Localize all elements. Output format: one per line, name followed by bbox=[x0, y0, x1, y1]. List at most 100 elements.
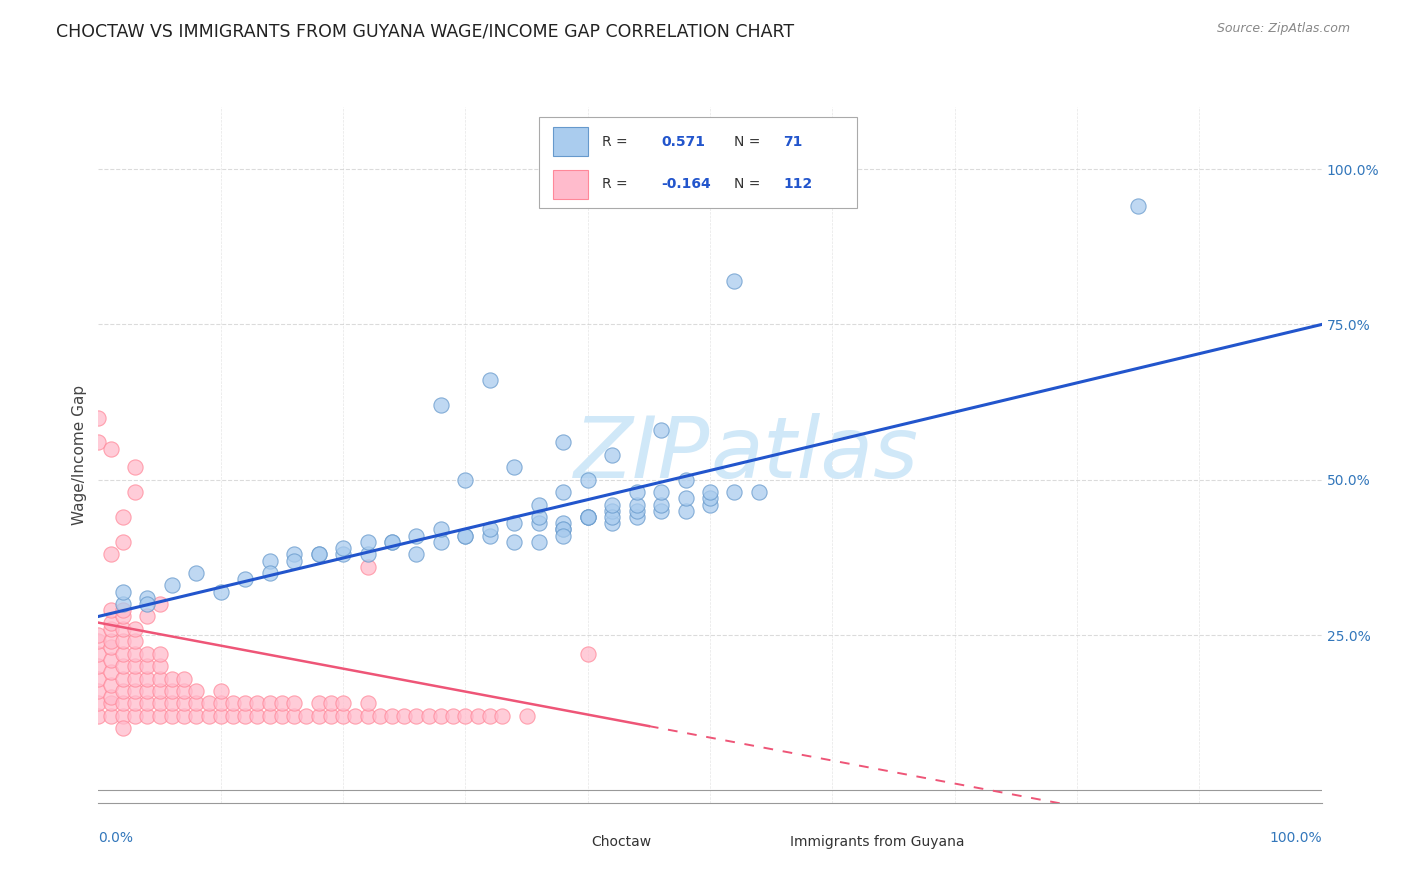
Point bbox=[356, 697, 378, 711]
Point bbox=[723, 485, 745, 500]
Point bbox=[308, 547, 330, 561]
Text: ZIP: ZIP bbox=[574, 413, 710, 497]
Point bbox=[503, 460, 526, 475]
FancyBboxPatch shape bbox=[755, 833, 782, 848]
FancyBboxPatch shape bbox=[557, 833, 583, 848]
Point bbox=[160, 672, 183, 686]
Point bbox=[675, 504, 697, 518]
Point bbox=[111, 609, 134, 624]
Point bbox=[100, 697, 122, 711]
Text: Immigrants from Guyana: Immigrants from Guyana bbox=[790, 835, 965, 849]
Point bbox=[332, 547, 354, 561]
Text: CHOCTAW VS IMMIGRANTS FROM GUYANA WAGE/INCOME GAP CORRELATION CHART: CHOCTAW VS IMMIGRANTS FROM GUYANA WAGE/I… bbox=[56, 22, 794, 40]
Point bbox=[233, 697, 256, 711]
Point bbox=[344, 708, 367, 723]
Point bbox=[553, 523, 575, 537]
Point bbox=[100, 690, 122, 705]
Text: 0.571: 0.571 bbox=[661, 135, 704, 149]
Point bbox=[100, 678, 122, 692]
Point bbox=[392, 708, 416, 723]
Point bbox=[111, 659, 134, 673]
Point bbox=[100, 603, 122, 617]
Point bbox=[283, 547, 305, 561]
Point bbox=[173, 672, 195, 686]
Point bbox=[356, 547, 378, 561]
Point bbox=[100, 547, 122, 561]
Point bbox=[527, 534, 550, 549]
Point bbox=[124, 708, 146, 723]
Point bbox=[626, 485, 648, 500]
Point bbox=[553, 435, 575, 450]
Point bbox=[454, 473, 477, 487]
Point bbox=[111, 603, 134, 617]
Point bbox=[259, 708, 281, 723]
Point bbox=[626, 498, 648, 512]
Point bbox=[270, 708, 294, 723]
Point bbox=[478, 708, 501, 723]
Point bbox=[209, 708, 232, 723]
Point bbox=[576, 473, 599, 487]
Point bbox=[515, 708, 537, 723]
Point bbox=[149, 647, 172, 661]
Point bbox=[600, 510, 623, 524]
Point bbox=[160, 697, 183, 711]
Point bbox=[160, 708, 183, 723]
Point bbox=[111, 721, 134, 735]
Point bbox=[600, 498, 623, 512]
Point bbox=[553, 523, 575, 537]
Point bbox=[124, 485, 146, 500]
Point bbox=[100, 615, 122, 630]
Point bbox=[405, 708, 427, 723]
Point bbox=[124, 672, 146, 686]
Point bbox=[283, 553, 305, 567]
Point bbox=[381, 708, 404, 723]
Point bbox=[87, 435, 110, 450]
Point bbox=[87, 647, 110, 661]
Point bbox=[503, 516, 526, 531]
FancyBboxPatch shape bbox=[554, 128, 588, 156]
Point bbox=[270, 697, 294, 711]
Point bbox=[136, 659, 159, 673]
Point bbox=[222, 697, 245, 711]
Point bbox=[527, 498, 550, 512]
Point bbox=[111, 534, 134, 549]
Y-axis label: Wage/Income Gap: Wage/Income Gap bbox=[72, 384, 87, 525]
Point bbox=[124, 622, 146, 636]
Point bbox=[111, 634, 134, 648]
Point bbox=[356, 534, 378, 549]
Point bbox=[197, 697, 219, 711]
Point bbox=[186, 697, 208, 711]
Text: atlas: atlas bbox=[710, 413, 918, 497]
Point bbox=[478, 529, 501, 543]
Point bbox=[626, 510, 648, 524]
Point bbox=[124, 647, 146, 661]
Point bbox=[259, 697, 281, 711]
Point bbox=[136, 684, 159, 698]
Point bbox=[111, 622, 134, 636]
Point bbox=[319, 697, 342, 711]
Point bbox=[381, 534, 404, 549]
Point bbox=[186, 566, 208, 580]
Point bbox=[136, 708, 159, 723]
Point bbox=[600, 448, 623, 462]
Point bbox=[124, 697, 146, 711]
Point bbox=[430, 534, 453, 549]
Point bbox=[111, 584, 134, 599]
Point bbox=[430, 708, 453, 723]
Point bbox=[283, 708, 305, 723]
Point bbox=[124, 460, 146, 475]
Point bbox=[100, 708, 122, 723]
Point bbox=[87, 684, 110, 698]
Text: Choctaw: Choctaw bbox=[592, 835, 651, 849]
Point bbox=[173, 708, 195, 723]
Point bbox=[553, 485, 575, 500]
Point bbox=[454, 529, 477, 543]
Point bbox=[576, 510, 599, 524]
Text: N =: N = bbox=[734, 178, 765, 191]
Point bbox=[87, 634, 110, 648]
Point bbox=[699, 491, 721, 506]
Point bbox=[111, 597, 134, 611]
Point bbox=[527, 510, 550, 524]
Point bbox=[308, 547, 330, 561]
Point bbox=[111, 697, 134, 711]
